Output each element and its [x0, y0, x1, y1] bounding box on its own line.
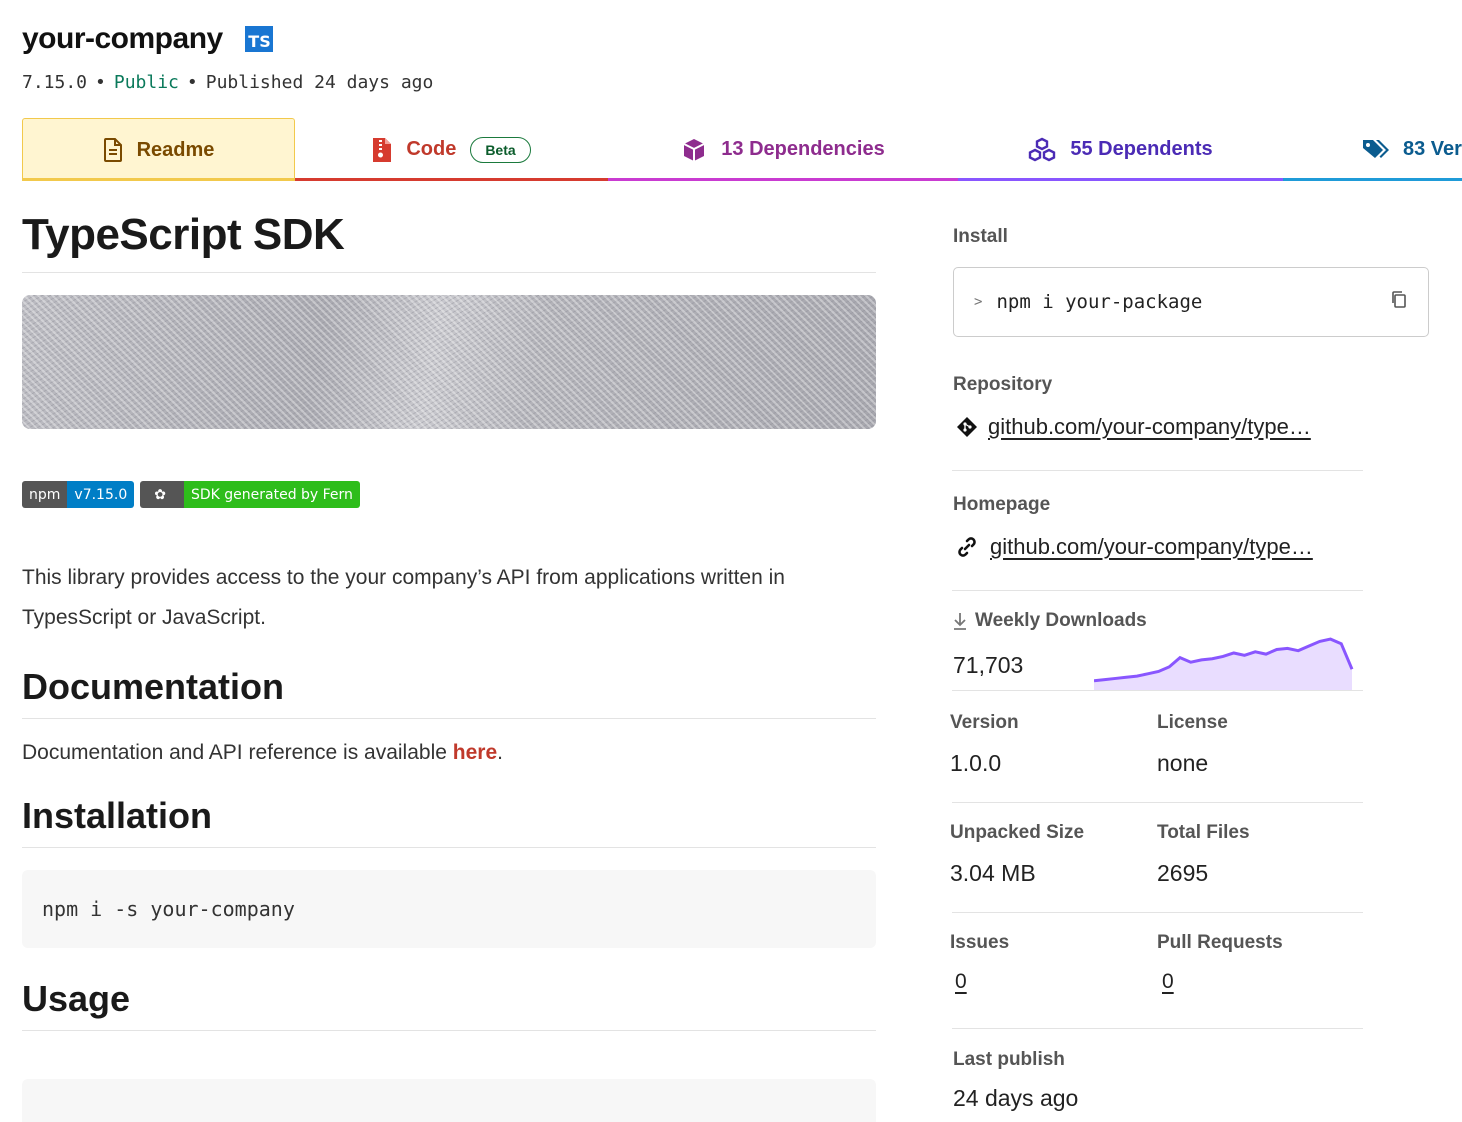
box-icon: [683, 138, 705, 161]
package-meta: 7.15.0 • Public • Published 24 days ago: [22, 72, 433, 93]
homepage-label: Homepage: [953, 494, 1051, 515]
install-label: Install: [953, 226, 1008, 247]
fern-badge-right: SDK generated by Fern: [183, 481, 360, 508]
divider: [952, 802, 1363, 803]
pull-requests-label: Pull Requests: [1157, 932, 1283, 953]
weekly-downloads-count: 71,703: [953, 652, 1024, 678]
boxes-icon: [1029, 137, 1056, 161]
package-name: your-company: [22, 22, 223, 55]
readme-intro: This library provides access to the your…: [22, 566, 785, 629]
divider: [952, 590, 1363, 591]
pull-requests-link[interactable]: 0: [1162, 970, 1174, 993]
homepage-url: github.com/your-company/type…: [990, 534, 1313, 559]
prompt-icon: >: [974, 294, 983, 310]
tab-readme-label: Readme: [136, 138, 215, 161]
usage-code-block: [22, 1079, 876, 1122]
tab-code[interactable]: Code Beta: [295, 118, 608, 181]
tab-versions[interactable]: 83 Vers: [1283, 118, 1462, 181]
npm-badge-left: npm: [22, 481, 68, 508]
git-icon: [957, 417, 977, 437]
readme-title: TypeScript SDK: [22, 210, 876, 273]
tab-dependents[interactable]: 55 Dependents: [958, 118, 1283, 181]
heading-documentation: Documentation: [22, 666, 876, 719]
total-files-cell: Total Files 2695: [1157, 822, 1250, 887]
last-publish-cell: Last publish 24 days ago: [953, 1049, 1078, 1112]
tab-dependencies-label: 13 Dependencies: [721, 138, 885, 160]
typescript-badge-icon: TS: [244, 26, 273, 52]
sparkline-line: [1094, 637, 1354, 683]
version-cell: Version 1.0.0: [950, 712, 1019, 777]
doc-here-link[interactable]: here: [452, 741, 498, 764]
issues-link[interactable]: 0: [955, 970, 967, 993]
version-value: 1.0.0: [950, 750, 1002, 776]
license-label: License: [1157, 712, 1228, 733]
unpacked-size-value: 3.04 MB: [950, 860, 1036, 886]
npm-badge-right: v7.15.0: [67, 481, 135, 508]
package-header: your-company TS: [22, 22, 273, 56]
download-icon: [954, 613, 966, 630]
pull-requests-cell: Pull Requests 0: [1157, 932, 1283, 994]
weekly-downloads-text: Weekly Downloads: [975, 610, 1147, 631]
npm-version-badge[interactable]: npm v7.15.0: [22, 481, 135, 508]
beta-badge: Beta: [470, 136, 531, 163]
total-files-label: Total Files: [1157, 822, 1250, 843]
unpacked-size-cell: Unpacked Size 3.04 MB: [950, 822, 1084, 887]
separator: •: [186, 72, 198, 93]
package-version: 7.15.0: [22, 72, 88, 93]
doc-text-before: Documentation and API reference is avail…: [22, 741, 453, 764]
homepage-link[interactable]: github.com/your-company/type…: [956, 534, 1313, 560]
zip-file-icon: [373, 137, 392, 162]
sparkline-area: [1094, 639, 1352, 690]
tab-dependencies[interactable]: 13 Dependencies: [608, 118, 958, 181]
install-code-block: npm i -s your-company: [22, 870, 876, 948]
license-value: none: [1157, 750, 1209, 776]
divider: [952, 690, 1363, 691]
install-command-box[interactable]: > npm i your-package: [953, 267, 1429, 337]
last-publish-label: Last publish: [953, 1049, 1065, 1070]
heading-installation: Installation: [22, 795, 876, 848]
doc-text-after: .: [497, 741, 503, 764]
package-visibility: Public: [113, 72, 179, 93]
readme-content: TypeScript SDK npm v7.15.0 ✿ SDK generat…: [22, 182, 876, 1122]
divider: [952, 1028, 1363, 1029]
fern-badge[interactable]: ✿ SDK generated by Fern: [140, 481, 360, 508]
issues-cell: Issues 0: [950, 932, 1009, 994]
heading-usage: Usage: [22, 978, 876, 1031]
tab-code-label: Code: [406, 138, 457, 160]
readme-badges: npm v7.15.0 ✿ SDK generated by Fern: [22, 481, 876, 508]
total-files-value: 2695: [1157, 860, 1209, 886]
fern-logo-icon: ✿: [140, 481, 184, 508]
repository-url: github.com/your-company/type…: [988, 414, 1311, 439]
weekly-downloads-label: Weekly Downloads: [953, 610, 1147, 632]
divider: [952, 912, 1363, 913]
install-command: npm i your-package: [996, 291, 1203, 313]
divider: [952, 470, 1363, 471]
tab-versions-label: 83 Vers: [1403, 138, 1462, 160]
tag-icon: [1363, 139, 1389, 158]
version-label: Version: [950, 712, 1019, 733]
package-tabs: Readme Code Beta 13 Dependencies 55 Depe…: [22, 118, 1462, 181]
repository-label: Repository: [953, 374, 1053, 395]
tab-dependents-label: 55 Dependents: [1070, 138, 1213, 160]
license-cell: License none: [1157, 712, 1228, 777]
issues-label: Issues: [950, 932, 1010, 953]
link-icon: [958, 537, 976, 557]
documentation-text: Documentation and API reference is avail…: [22, 741, 876, 765]
separator: •: [95, 72, 106, 93]
downloads-sparkline: [1094, 637, 1354, 690]
last-publish-value: 24 days ago: [953, 1085, 1079, 1111]
tab-readme[interactable]: Readme: [22, 118, 295, 181]
package-published: Published 24 days ago: [205, 72, 434, 93]
copy-icon[interactable]: [1390, 290, 1408, 315]
document-icon: [103, 138, 122, 162]
unpacked-size-label: Unpacked Size: [950, 822, 1085, 843]
repository-link[interactable]: github.com/your-company/type…: [956, 414, 1311, 440]
readme-banner-image: [22, 295, 876, 429]
